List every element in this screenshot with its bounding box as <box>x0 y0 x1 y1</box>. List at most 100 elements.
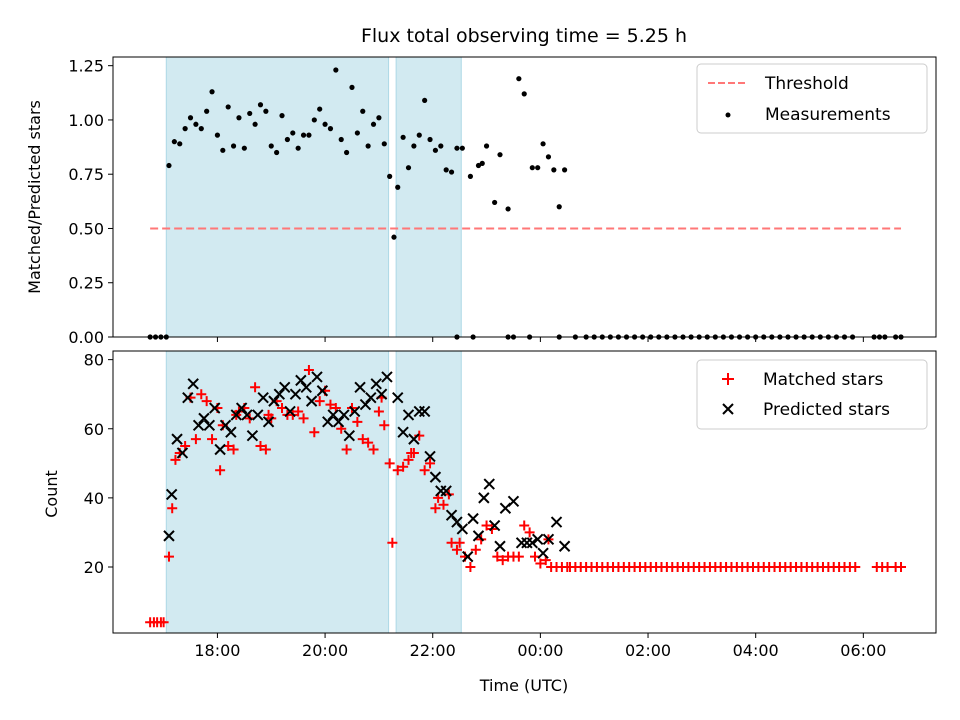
legend-predicted-label: Predicted stars <box>763 400 890 420</box>
top-axes-frame <box>112 56 937 338</box>
measurement-point <box>551 167 557 173</box>
y-tick-label: 60 <box>84 420 104 439</box>
matched-star-point <box>465 561 476 572</box>
measurement-point <box>535 165 541 171</box>
measurement-point <box>257 102 264 108</box>
predicted-star-point <box>230 409 242 421</box>
matched-star-point <box>387 537 398 548</box>
matched-star-point <box>158 617 169 628</box>
matched-star-point <box>535 558 546 569</box>
predicted-star-point <box>478 492 490 504</box>
matched-star-point <box>196 389 207 400</box>
bottom-y-ticks: 20 40 60 80 <box>84 351 113 577</box>
predicted-stars-series <box>163 371 571 563</box>
legend-matched-swatch <box>722 373 734 385</box>
measurement-point <box>556 204 562 210</box>
matched-star-point <box>293 406 304 417</box>
predicted-star-point <box>408 433 420 445</box>
predicted-star-point <box>295 374 307 387</box>
measurement-point <box>370 121 377 127</box>
predicted-star-point <box>537 547 549 559</box>
predicted-star-point <box>531 533 544 546</box>
measurement-point <box>322 121 328 127</box>
predicted-star-point <box>192 419 205 432</box>
x-tick-label: 04:00 <box>733 641 779 660</box>
predicted-star-point <box>198 412 210 425</box>
measurement-point <box>166 162 172 169</box>
predicted-star-point <box>507 495 520 508</box>
measurement-point <box>317 106 323 112</box>
predicted-star-point <box>392 391 404 404</box>
predicted-star-point <box>359 398 372 411</box>
predicted-star-point <box>316 385 329 397</box>
predicted-star-point <box>375 388 388 400</box>
matched-star-point <box>170 454 181 465</box>
bottom-legend-box <box>696 359 928 430</box>
measurement-point <box>395 184 401 190</box>
predicted-star-point <box>284 405 296 418</box>
predicted-star-point <box>273 388 286 400</box>
predicted-star-point <box>246 429 259 442</box>
chart-title: Flux total observing time = 5.25 h <box>361 25 687 47</box>
predicted-star-point <box>182 391 194 404</box>
measurement-point <box>225 104 231 110</box>
measurement-point <box>483 143 490 149</box>
top-shaded-intervals <box>165 56 462 338</box>
predicted-star-point <box>462 550 474 563</box>
predicted-star-point <box>515 537 528 549</box>
predicted-star-point <box>209 402 221 414</box>
y-tick-label: 1.25 <box>68 57 104 76</box>
measurement-point <box>360 108 366 114</box>
matched-star-point <box>373 406 384 417</box>
matched-star-point <box>519 520 530 531</box>
legend-predicted-swatch <box>722 403 734 415</box>
measurement-point <box>427 136 433 143</box>
matched-star-point <box>201 396 212 407</box>
predicted-star-point <box>332 416 345 428</box>
y-tick-label: 40 <box>84 489 104 508</box>
predicted-star-point <box>467 512 479 525</box>
measurement-point <box>516 76 522 82</box>
matched-star-point <box>408 447 419 458</box>
measurement-point <box>454 145 460 151</box>
measurement-point <box>349 84 355 90</box>
y-tick-label: 0.75 <box>68 165 104 184</box>
predicted-star-point <box>440 485 452 497</box>
measurement-point <box>391 234 397 240</box>
measurement-point <box>422 97 428 104</box>
predicted-star-point <box>343 429 356 442</box>
predicted-star-point <box>322 416 334 428</box>
bottom-x-ticks: 18:00 20:00 22:00 00:00 02:00 04:00 06:00 <box>194 633 886 660</box>
measurement-point <box>540 141 546 147</box>
matched-star-point <box>392 465 403 476</box>
matched-star-point <box>325 399 336 410</box>
predicted-star-point <box>483 478 495 490</box>
measurement-point <box>432 147 439 153</box>
x-tick-label: 06:00 <box>840 641 886 660</box>
measurement-point <box>545 154 552 160</box>
measurement-point <box>209 89 215 95</box>
bottom-xlabel: Time (UTC) <box>479 676 568 695</box>
predicted-star-point <box>187 378 199 390</box>
measurement-point <box>290 130 296 136</box>
measurement-point <box>311 117 317 123</box>
predicted-star-point <box>203 419 216 432</box>
matched-star-point <box>163 551 174 562</box>
predicted-star-point <box>521 537 533 549</box>
measurement-point <box>443 167 449 173</box>
measurement-point <box>284 136 290 143</box>
predicted-star-point <box>558 540 571 552</box>
measurement-point <box>497 152 503 158</box>
measurement-point <box>459 145 465 151</box>
measurement-point <box>387 173 393 179</box>
matched-star-point <box>398 461 409 472</box>
y-tick-label: 0.00 <box>68 328 104 347</box>
predicted-star-point <box>370 378 382 390</box>
measurement-point <box>295 145 301 151</box>
predicted-star-point <box>550 516 563 528</box>
measurement-point <box>333 67 339 73</box>
predicted-star-point <box>278 381 291 393</box>
predicted-star-point <box>176 447 189 459</box>
measurement-point <box>274 149 280 156</box>
matched-star-point <box>309 427 320 438</box>
